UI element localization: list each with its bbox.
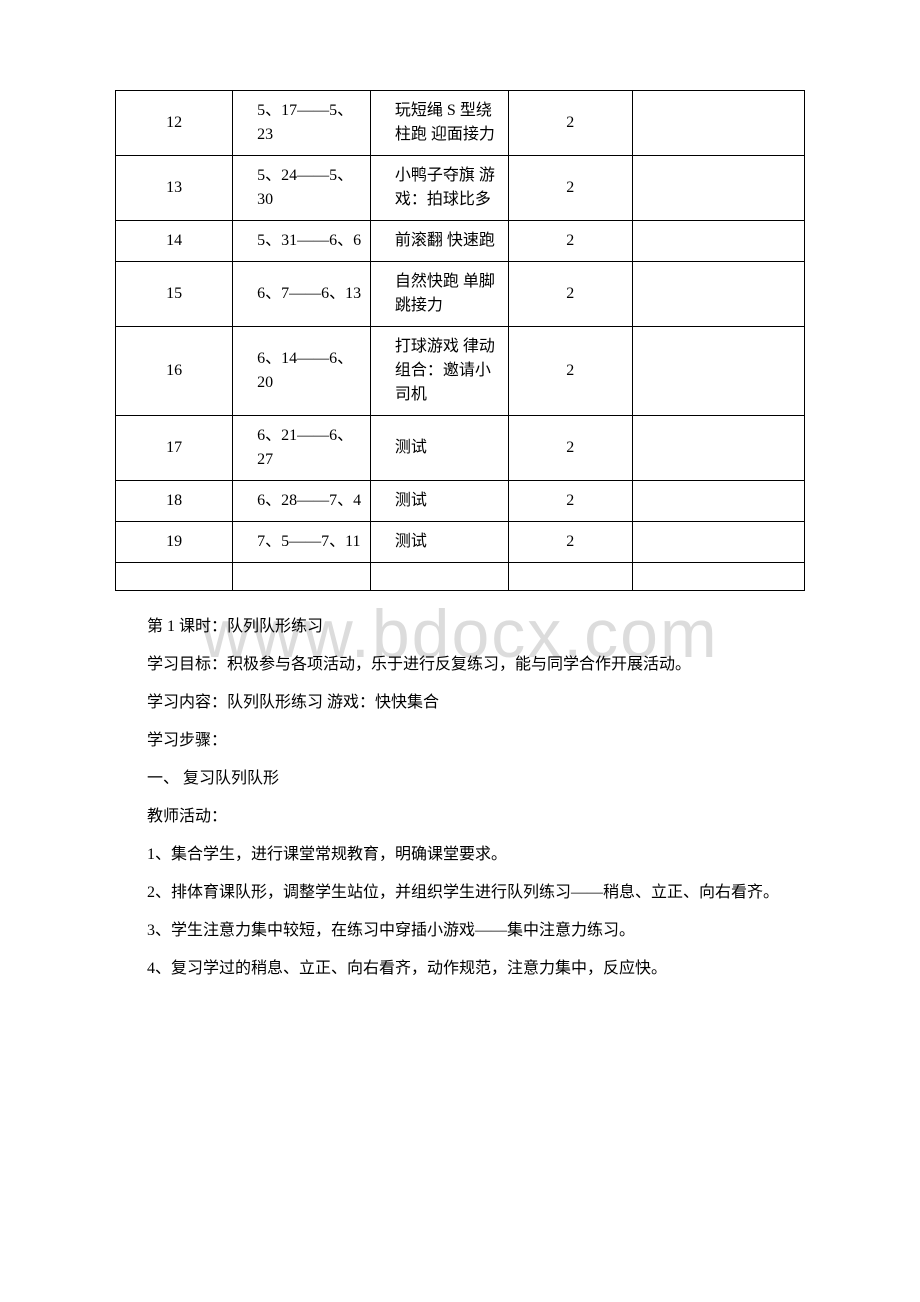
learning-content: 学习内容：队列队形练习 游戏：快快集合 <box>115 691 805 715</box>
step-2: 2、排体育课队形，调整学生站位，并组织学生进行队列练习——稍息、立正、向右看齐。 <box>115 881 805 905</box>
cell-date: 6、28——7、4 <box>233 481 371 522</box>
cell-hours: 2 <box>508 156 632 221</box>
learning-steps: 学习步骤： <box>115 729 805 753</box>
cell-hours: 2 <box>508 522 632 563</box>
lesson-title: 第 1 课时：队列队形练习 <box>115 615 805 639</box>
cell-notes <box>632 522 804 563</box>
table-row: 16 6、14——6、20 打球游戏 律动组合：邀请小司机 2 <box>116 327 805 416</box>
cell-week: 15 <box>116 262 233 327</box>
cell-content: 测试 <box>370 522 508 563</box>
cell-notes <box>632 481 804 522</box>
cell-hours: 2 <box>508 262 632 327</box>
cell-week: 13 <box>116 156 233 221</box>
cell-notes <box>632 91 804 156</box>
cell-week: 19 <box>116 522 233 563</box>
cell-date: 5、31——6、6 <box>233 221 371 262</box>
table-row: 18 6、28——7、4 测试 2 <box>116 481 805 522</box>
step-1: 1、集合学生，进行课堂常规教育，明确课堂要求。 <box>115 843 805 867</box>
table-row: 14 5、31——6、6 前滚翻 快速跑 2 <box>116 221 805 262</box>
cell-content: 测试 <box>370 481 508 522</box>
cell-notes <box>632 221 804 262</box>
cell-empty <box>370 563 508 591</box>
cell-date: 5、24——5、30 <box>233 156 371 221</box>
cell-date: 6、14——6、20 <box>233 327 371 416</box>
cell-week: 17 <box>116 416 233 481</box>
cell-notes <box>632 156 804 221</box>
cell-hours: 2 <box>508 221 632 262</box>
cell-content: 玩短绳 S 型绕柱跑 迎面接力 <box>370 91 508 156</box>
cell-content: 打球游戏 律动组合：邀请小司机 <box>370 327 508 416</box>
table-row: 19 7、5——7、11 测试 2 <box>116 522 805 563</box>
cell-content: 测试 <box>370 416 508 481</box>
cell-empty <box>233 563 371 591</box>
cell-week: 16 <box>116 327 233 416</box>
document-content: 12 5、17——5、23 玩短绳 S 型绕柱跑 迎面接力 2 13 5、24—… <box>115 90 805 981</box>
cell-date: 6、7——6、13 <box>233 262 371 327</box>
section-heading: 一、 复习队列队形 <box>115 767 805 791</box>
cell-empty <box>508 563 632 591</box>
table-body: 12 5、17——5、23 玩短绳 S 型绕柱跑 迎面接力 2 13 5、24—… <box>116 91 805 591</box>
cell-hours: 2 <box>508 327 632 416</box>
schedule-table: 12 5、17——5、23 玩短绳 S 型绕柱跑 迎面接力 2 13 5、24—… <box>115 90 805 591</box>
cell-hours: 2 <box>508 416 632 481</box>
cell-week: 14 <box>116 221 233 262</box>
cell-hours: 2 <box>508 91 632 156</box>
cell-week: 12 <box>116 91 233 156</box>
cell-empty <box>116 563 233 591</box>
cell-content: 自然快跑 单脚跳接力 <box>370 262 508 327</box>
teacher-activity-heading: 教师活动： <box>115 805 805 829</box>
table-row: 12 5、17——5、23 玩短绳 S 型绕柱跑 迎面接力 2 <box>116 91 805 156</box>
table-row: 17 6、21——6、27 测试 2 <box>116 416 805 481</box>
table-row: 15 6、7——6、13 自然快跑 单脚跳接力 2 <box>116 262 805 327</box>
cell-empty <box>632 563 804 591</box>
table-row-empty <box>116 563 805 591</box>
cell-week: 18 <box>116 481 233 522</box>
learning-goal: 学习目标：积极参与各项活动，乐于进行反复练习，能与同学合作开展活动。 <box>115 653 805 677</box>
cell-content: 前滚翻 快速跑 <box>370 221 508 262</box>
cell-hours: 2 <box>508 481 632 522</box>
step-3: 3、学生注意力集中较短，在练习中穿插小游戏——集中注意力练习。 <box>115 919 805 943</box>
cell-content: 小鸭子夺旗 游戏：拍球比多 <box>370 156 508 221</box>
cell-date: 6、21——6、27 <box>233 416 371 481</box>
cell-notes <box>632 416 804 481</box>
cell-notes <box>632 327 804 416</box>
cell-notes <box>632 262 804 327</box>
cell-date: 7、5——7、11 <box>233 522 371 563</box>
table-row: 13 5、24——5、30 小鸭子夺旗 游戏：拍球比多 2 <box>116 156 805 221</box>
cell-date: 5、17——5、23 <box>233 91 371 156</box>
step-4: 4、复习学过的稍息、立正、向右看齐，动作规范，注意力集中，反应快。 <box>115 957 805 981</box>
